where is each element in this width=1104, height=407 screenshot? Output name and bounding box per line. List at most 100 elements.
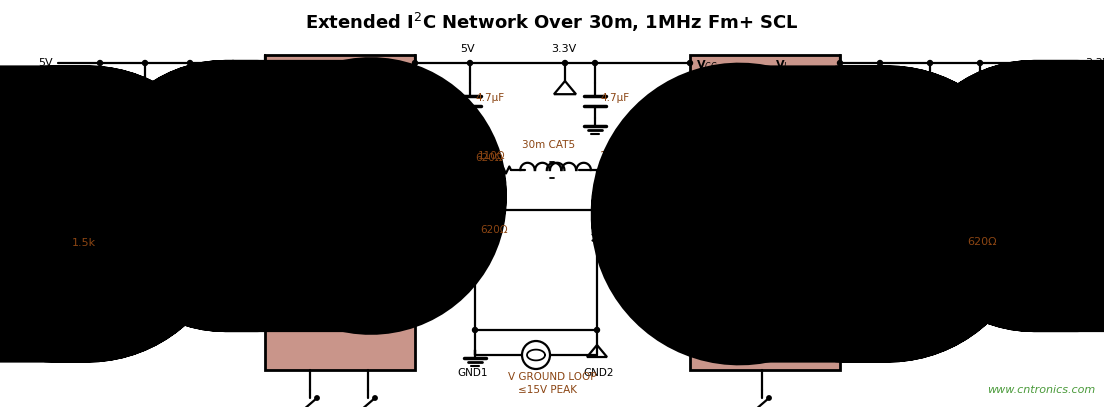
Text: A1/2: A1/2 — [270, 293, 294, 303]
Circle shape — [315, 396, 319, 400]
Bar — [690, 55, 840, 370]
Circle shape — [688, 61, 692, 66]
Text: $\overline{\mathregular{SLO}}$: $\overline{\mathregular{SLO}}$ — [375, 243, 399, 257]
Text: V$_{CC}$: V$_{CC}$ — [344, 58, 367, 72]
Text: SCL: SCL — [740, 155, 761, 165]
Text: REM_CTRL: REM_CTRL — [1085, 208, 1104, 219]
Text: D2: D2 — [935, 265, 951, 275]
Circle shape — [188, 158, 192, 162]
Circle shape — [142, 61, 148, 66]
Circle shape — [473, 208, 478, 212]
Circle shape — [977, 61, 983, 66]
Circle shape — [373, 396, 378, 400]
Text: 10k: 10k — [985, 106, 1006, 116]
Circle shape — [594, 208, 599, 212]
Text: 110Ω: 110Ω — [599, 151, 628, 161]
Circle shape — [188, 158, 192, 162]
Circle shape — [467, 61, 473, 66]
Text: LTC4331: LTC4331 — [712, 83, 766, 96]
Text: A: A — [696, 165, 703, 175]
Text: 2.7k: 2.7k — [935, 164, 959, 174]
Text: 4.7µF: 4.7µF — [599, 93, 629, 103]
Circle shape — [977, 158, 983, 162]
Circle shape — [767, 396, 772, 400]
Circle shape — [563, 61, 567, 66]
Text: 620Ω: 620Ω — [967, 237, 997, 247]
Text: $\overline{\mathregular{LINK}}$: $\overline{\mathregular{LINK}}$ — [740, 249, 767, 263]
Text: $\overline{\mathregular{LINK}}$: $\overline{\mathregular{LINK}}$ — [270, 249, 298, 263]
Text: 620Ω: 620Ω — [475, 153, 502, 163]
Text: V$_L$: V$_L$ — [270, 58, 286, 72]
Text: MCU_INT: MCU_INT — [2, 190, 47, 201]
Text: 4.7µF: 4.7µF — [475, 93, 505, 103]
Text: REM_SCL: REM_SCL — [1085, 155, 1104, 166]
Circle shape — [231, 61, 235, 66]
Bar — [265, 55, 415, 370]
Text: 1µF: 1µF — [852, 76, 872, 86]
Circle shape — [593, 61, 597, 66]
Text: 3.3V: 3.3V — [551, 44, 576, 54]
Text: 5V: 5V — [460, 44, 475, 54]
Circle shape — [97, 61, 103, 66]
Text: GND1: GND1 — [457, 368, 488, 378]
Text: 110Ω: 110Ω — [478, 151, 506, 161]
Text: REMOTE: REMOTE — [740, 271, 787, 281]
Text: SDA: SDA — [740, 173, 763, 183]
Text: 5V: 5V — [38, 58, 53, 68]
Circle shape — [927, 158, 933, 162]
Text: CTRL: CTRL — [740, 209, 768, 219]
Text: REM_INT: REM_INT — [1085, 190, 1104, 201]
Text: 2.7k: 2.7k — [150, 164, 174, 174]
Circle shape — [473, 328, 478, 333]
Circle shape — [927, 175, 933, 180]
Text: REMOTE: REMOTE — [270, 271, 318, 281]
Circle shape — [97, 158, 103, 162]
Text: 10k: 10k — [105, 106, 126, 116]
Text: CTRL: CTRL — [270, 209, 299, 219]
Text: $\overline{\mathregular{ALERT}}$: $\overline{\mathregular{ALERT}}$ — [270, 189, 308, 204]
Circle shape — [977, 158, 983, 162]
Text: V$_{CC}$: V$_{CC}$ — [696, 58, 718, 72]
Text: 3.3V: 3.3V — [887, 259, 912, 269]
Circle shape — [97, 158, 103, 162]
Circle shape — [623, 168, 627, 173]
Text: SPEED1/2: SPEED1/2 — [333, 293, 381, 303]
Text: A: A — [389, 165, 396, 175]
Text: MCU_SDA: MCU_SDA — [2, 173, 53, 184]
Text: SPEED1/2: SPEED1/2 — [708, 293, 755, 303]
Text: 620Ω: 620Ω — [480, 225, 508, 235]
Text: 1.5k: 1.5k — [72, 238, 96, 248]
Text: B: B — [696, 205, 703, 215]
Circle shape — [927, 175, 933, 180]
Text: 2.7k: 2.7k — [195, 106, 220, 116]
Circle shape — [927, 61, 933, 66]
Text: MCU_SCL: MCU_SCL — [2, 155, 51, 166]
Circle shape — [413, 61, 417, 66]
Circle shape — [142, 175, 148, 180]
Polygon shape — [163, 249, 177, 263]
Polygon shape — [933, 249, 947, 263]
Text: 5V: 5V — [420, 245, 435, 255]
Text: ≤15V PEAK: ≤15V PEAK — [518, 385, 577, 395]
Circle shape — [623, 247, 627, 252]
Text: 3.3V: 3.3V — [1085, 58, 1104, 68]
Text: REM_SDA: REM_SDA — [1085, 173, 1104, 184]
Text: Extended I$^2$C Network Over 30m, 1MHz Fm+ SCL: Extended I$^2$C Network Over 30m, 1MHz F… — [305, 11, 799, 33]
Text: SCL: SCL — [270, 155, 293, 165]
Text: 2.7k: 2.7k — [935, 101, 959, 111]
Text: 620Ω: 620Ω — [630, 153, 658, 163]
Circle shape — [473, 247, 478, 252]
Text: 3.3V: 3.3V — [1045, 238, 1070, 248]
Text: GND2: GND2 — [583, 368, 614, 378]
Text: 30m CAT5: 30m CAT5 — [522, 140, 575, 150]
Text: D1: D1 — [163, 265, 179, 275]
Circle shape — [188, 61, 192, 66]
Circle shape — [594, 328, 599, 333]
Text: V$_L$: V$_L$ — [775, 58, 789, 72]
Circle shape — [838, 61, 842, 66]
Text: 2.7k: 2.7k — [150, 101, 174, 111]
Text: $\overline{\mathregular{SLO}}$: $\overline{\mathregular{SLO}}$ — [696, 243, 719, 257]
Text: LTC4331: LTC4331 — [295, 83, 350, 96]
Text: V GROUND LOOP: V GROUND LOOP — [508, 372, 596, 382]
Text: 3.3V: 3.3V — [630, 245, 656, 255]
